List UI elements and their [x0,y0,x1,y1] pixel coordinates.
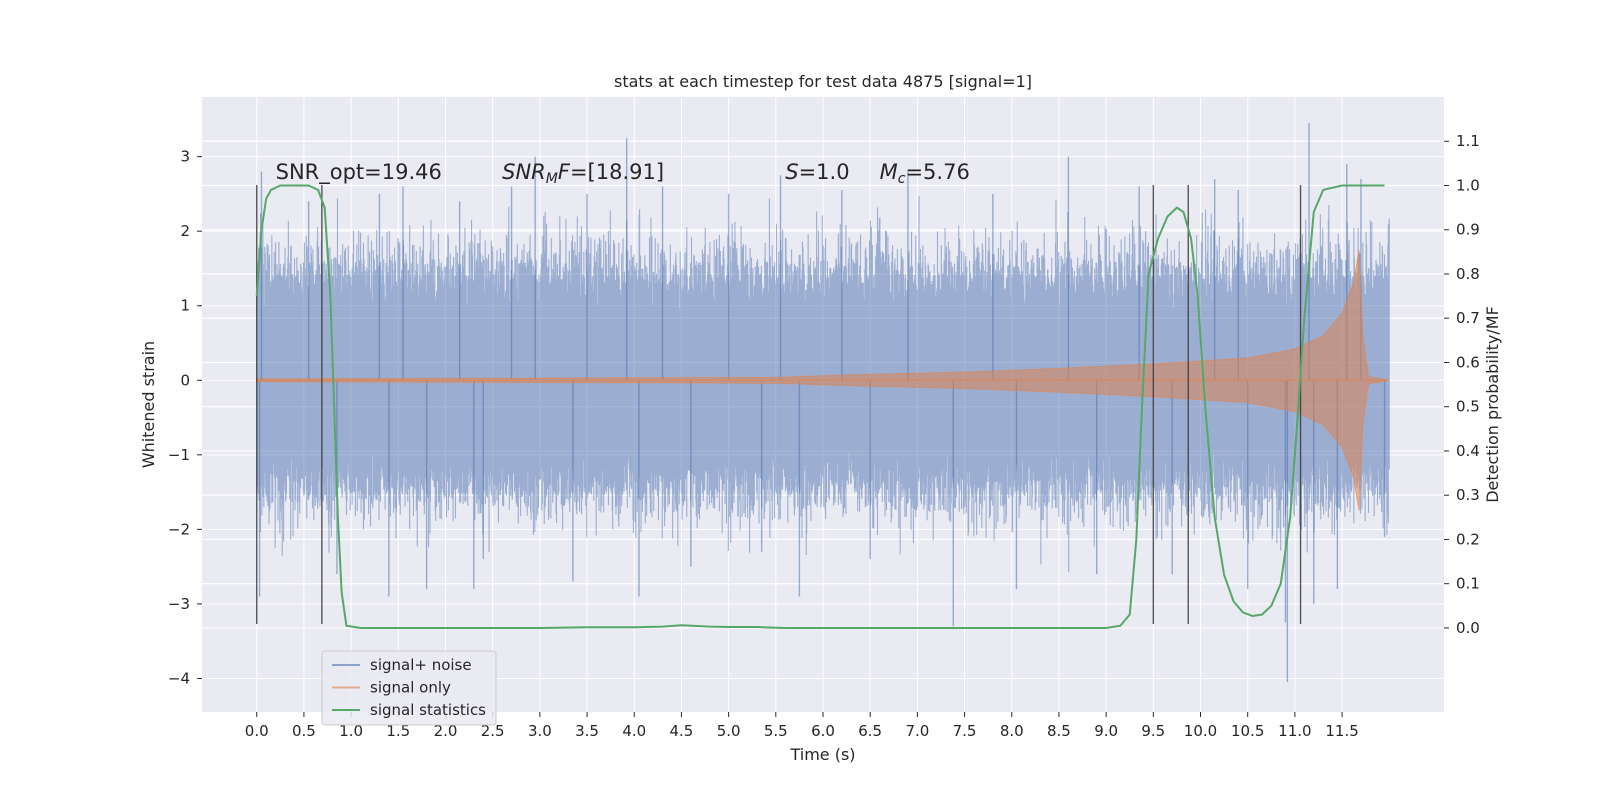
x-tick-label: 4.5 [670,722,694,740]
y2-tick-label: 1.0 [1456,176,1480,194]
signal-statistics-series [255,184,1385,629]
y2-tick-label: 0.0 [1456,619,1480,637]
x-axis-label: Time (s) [789,745,855,764]
legend-label: signal+ noise [370,656,472,674]
x-tick-label: 6.0 [811,722,835,740]
x-tick-label: 2.0 [434,722,458,740]
x-tick-label: 8.0 [1000,722,1024,740]
x-tick-label: 0.0 [245,722,269,740]
x-tick-label: 1.0 [339,722,363,740]
x-tick-label: 2.5 [481,722,505,740]
y-tick-label: −3 [168,595,190,613]
x-tick-label: 4.0 [622,722,646,740]
y-tick-label: 1 [180,297,190,315]
x-tick-label: 3.0 [528,722,552,740]
x-tick-label: 6.5 [858,722,882,740]
x-tick-label: 9.5 [1141,722,1165,740]
annotation-text: S=1.0 [785,160,849,184]
y2-tick-label: 0.8 [1456,265,1480,283]
y-tick-label: −1 [168,446,190,464]
y2-tick-label: 0.5 [1456,398,1480,416]
chart-title: stats at each timestep for test data 487… [614,72,1032,91]
y-tick-label: −4 [168,669,190,687]
x-tick-label: 8.5 [1047,722,1071,740]
y2-tick-label: 0.3 [1456,486,1480,504]
x-tick-label: 5.5 [764,722,788,740]
x-tick-label: 11.5 [1325,722,1358,740]
legend[interactable]: signal+ noise signal only signal statistic… [321,650,497,726]
x-tick-label: 7.5 [953,722,977,740]
x-tick-label: 10.0 [1184,722,1217,740]
y-tick-label: 2 [180,222,190,240]
y2-tick-label: 1.1 [1456,132,1480,150]
x-tick-label: 10.5 [1231,722,1264,740]
y2-axis-label: Detection probability/MF [1483,306,1502,503]
legend-label: signal only [370,679,451,697]
y-tick-label: −2 [168,520,190,538]
x-tick-label: 9.0 [1094,722,1118,740]
x-tick-label: 7.0 [905,722,929,740]
y2-tick-label: 0.6 [1456,353,1480,371]
x-tick-label: 11.0 [1278,722,1311,740]
legend-label: signal statistics [370,701,486,719]
annotation-text: Mc=5.76 [880,160,970,187]
signal-only-series [256,249,1390,511]
x-tick-label: 5.0 [717,722,741,740]
annotations: SNR_opt=19.46 SNRMF=[18.91] S=1.0 Mc=5.76 [276,160,970,187]
y2-tick-label: 0.9 [1456,221,1480,239]
y2-tick-label: 0.4 [1456,442,1480,460]
signal-statistics-line [255,184,1385,629]
legend-box [321,650,497,726]
y-axis-label: Whitened strain [139,341,158,468]
y-tick-label: 3 [180,148,190,166]
annotation-text: SNR_opt=19.46 [276,160,442,185]
annotation-text: SNRMF=[18.91] [502,160,664,187]
x-tick-label: 1.5 [386,722,410,740]
y2-tick-label: 0.7 [1456,309,1480,327]
y-tick-label: 0 [180,371,190,389]
y2-tick-label: 0.2 [1456,530,1480,548]
x-tick-label: 3.5 [575,722,599,740]
y2-tick-label: 0.1 [1456,575,1480,593]
x-tick-label: 0.5 [292,722,316,740]
